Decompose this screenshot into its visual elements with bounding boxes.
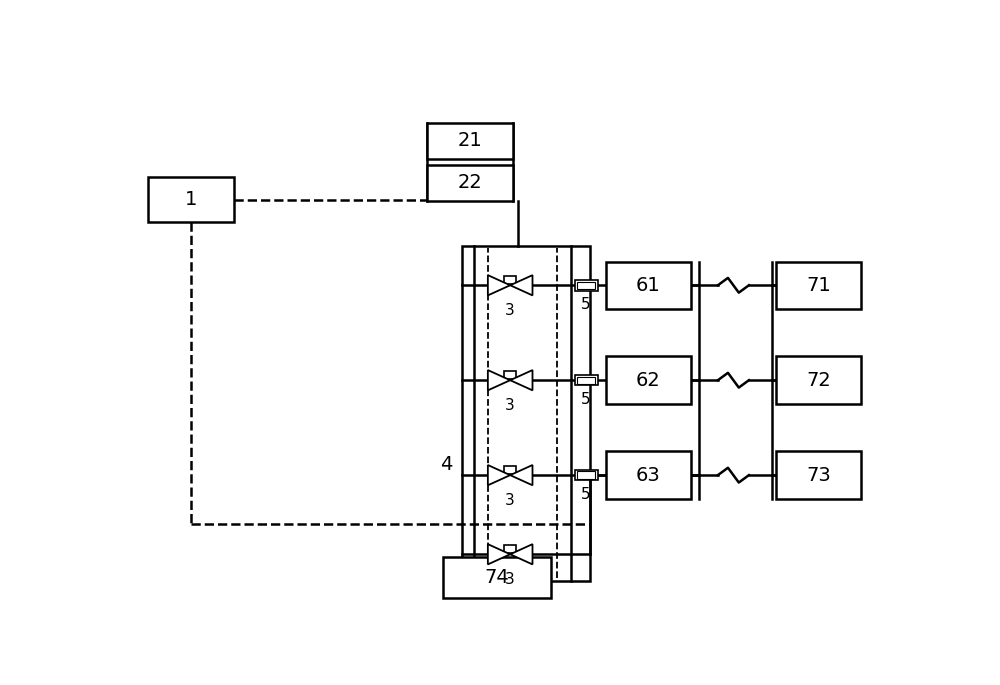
Bar xyxy=(148,177,234,222)
Bar xyxy=(577,471,595,479)
Text: 3: 3 xyxy=(505,303,515,319)
Text: 1: 1 xyxy=(185,190,197,209)
Text: 61: 61 xyxy=(636,276,660,295)
Text: 21: 21 xyxy=(458,132,482,150)
Bar xyxy=(776,262,861,309)
Polygon shape xyxy=(510,544,532,564)
Text: 22: 22 xyxy=(458,173,482,192)
Bar xyxy=(427,165,512,201)
Text: 5: 5 xyxy=(581,487,591,501)
Text: 63: 63 xyxy=(636,466,660,485)
Text: 72: 72 xyxy=(806,371,831,390)
Bar xyxy=(606,262,691,309)
Text: 74: 74 xyxy=(485,568,509,587)
Polygon shape xyxy=(510,370,532,390)
Bar xyxy=(606,451,691,499)
Bar xyxy=(443,557,551,598)
Bar xyxy=(577,282,595,289)
Polygon shape xyxy=(488,370,510,390)
Polygon shape xyxy=(510,465,532,485)
Polygon shape xyxy=(488,275,510,295)
Text: 71: 71 xyxy=(806,276,831,295)
Bar xyxy=(504,466,516,474)
Polygon shape xyxy=(488,544,510,564)
Text: 3: 3 xyxy=(505,493,515,508)
Bar xyxy=(574,470,598,480)
Text: 3: 3 xyxy=(505,572,515,587)
Bar xyxy=(504,371,516,379)
Text: 3: 3 xyxy=(505,398,515,413)
Polygon shape xyxy=(488,465,510,485)
Bar xyxy=(776,451,861,499)
Text: 4: 4 xyxy=(440,455,453,474)
Text: 5: 5 xyxy=(581,297,591,312)
Bar xyxy=(606,356,691,404)
Bar xyxy=(504,276,516,284)
Polygon shape xyxy=(510,275,532,295)
Bar xyxy=(776,356,861,404)
Text: 62: 62 xyxy=(636,371,660,390)
Text: 5: 5 xyxy=(581,392,591,407)
Bar xyxy=(577,377,595,384)
Bar xyxy=(427,123,512,159)
Bar xyxy=(574,375,598,386)
Text: 73: 73 xyxy=(806,466,831,485)
Bar xyxy=(504,545,516,553)
Bar xyxy=(462,246,590,581)
Bar xyxy=(574,280,598,290)
